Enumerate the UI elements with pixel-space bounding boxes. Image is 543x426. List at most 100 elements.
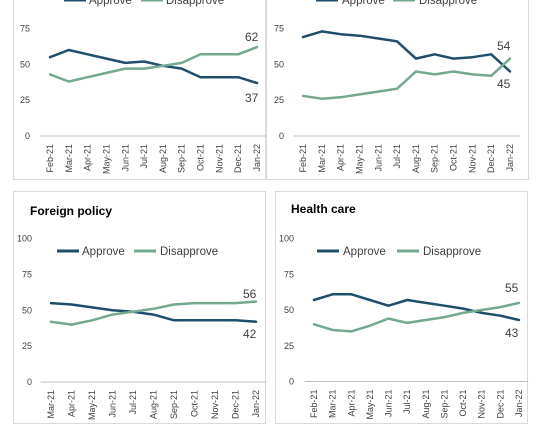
x-tick-label: Feb-21 xyxy=(45,144,55,173)
x-tick-label: Mar-21 xyxy=(317,144,327,173)
chart-panel-3: Foreign policy Approve Disapprove 0 25 50 7… xyxy=(13,191,267,424)
y-tick-label: 50 xyxy=(284,305,294,315)
y-tick-label: 50 xyxy=(20,59,30,69)
chart-panel-4: Health care Approve Disapprove 0 25 50 75 10… xyxy=(275,191,529,424)
panel-border xyxy=(266,0,529,180)
legend-approve-label: Approve xyxy=(89,0,132,7)
x-tick-label: Apr-21 xyxy=(67,390,77,417)
y-tick-label: 75 xyxy=(274,24,284,34)
chart-panel-2: Approve Disapprove 0 25 50 75 Feb-21 Mar-21 A… xyxy=(266,0,529,180)
x-tick-label: Oct-21 xyxy=(449,144,459,171)
x-axis: Feb-21 Mar-21 Apr-21 May-21 Jun-21 Jul-21 Aug-… xyxy=(304,381,529,420)
x-tick-label: Dec-21 xyxy=(233,144,243,173)
x-tick-label: Jan-22 xyxy=(252,144,262,172)
x-tick-label: Jul-21 xyxy=(392,144,402,169)
x-tick-label: May-21 xyxy=(354,144,364,174)
x-tick-label: Nov-21 xyxy=(214,144,224,173)
x-tick-label: Oct-21 xyxy=(190,390,200,417)
legend-approve-label: Approve xyxy=(82,246,125,258)
series-line-disapprove xyxy=(312,301,521,333)
legend: Approve Disapprove xyxy=(57,246,218,258)
x-tick-label: Feb-21 xyxy=(298,144,308,173)
end-label-disapprove: 55 xyxy=(505,281,519,295)
y-tick-label: 25 xyxy=(284,341,294,351)
x-tick-label: Nov-21 xyxy=(467,144,477,173)
y-tick-label: 0 xyxy=(279,131,284,141)
chart-panel-1: Approve Disapprove 0 25 50 75 Feb-21 Mar-21 A… xyxy=(13,0,267,180)
y-tick-label: 50 xyxy=(22,305,32,315)
x-tick-label: Sep-21 xyxy=(169,390,179,419)
x-tick-label: Jun-21 xyxy=(120,144,130,172)
y-tick-label: 75 xyxy=(284,269,294,279)
x-tick-label: Jun-21 xyxy=(384,390,394,418)
x-tick-label: Dec-21 xyxy=(486,144,496,173)
x-tick-label: Aug-21 xyxy=(149,390,159,419)
x-tick-label: May-21 xyxy=(365,390,375,420)
legend-disapprove-label: Disapprove xyxy=(419,0,477,7)
end-label-approve: 42 xyxy=(243,327,257,341)
legend: Approve Disapprove xyxy=(317,246,481,258)
series-line-disapprove xyxy=(301,57,512,100)
x-tick-label: Aug-21 xyxy=(411,144,421,173)
y-tick-label: 25 xyxy=(274,95,284,105)
y-tick-label: 75 xyxy=(20,24,30,34)
y-tick-label: 0 xyxy=(25,131,30,141)
x-tick-label: Jul-21 xyxy=(128,390,138,415)
x-tick-label: Nov-21 xyxy=(477,390,487,419)
x-tick-label: Nov-21 xyxy=(210,390,220,419)
legend: Approve Disapprove xyxy=(64,0,224,7)
x-tick-label: Dec-21 xyxy=(495,390,505,419)
y-axis: 0 25 50 75 100 xyxy=(17,234,32,388)
x-tick-label: May-21 xyxy=(87,390,97,420)
x-tick-label: Oct-21 xyxy=(196,144,206,171)
x-axis: Feb-21 Mar-21 Apr-21 May-21 Jun-21 Jul-21 Aug-… xyxy=(293,135,520,174)
legend-disapprove-label: Disapprove xyxy=(423,246,481,258)
chart-title: Health care xyxy=(291,202,356,216)
x-tick-label: Jul-21 xyxy=(139,144,149,169)
legend-disapprove-label: Disapprove xyxy=(166,0,224,7)
x-tick-label: Sep-21 xyxy=(439,390,449,419)
x-tick-label: Feb-21 xyxy=(309,390,319,419)
y-tick-label: 25 xyxy=(20,95,30,105)
end-label-approve: 43 xyxy=(505,326,519,340)
x-tick-label: Jun-21 xyxy=(108,390,118,418)
x-tick-label: Jul-21 xyxy=(402,390,412,415)
series-lines xyxy=(48,45,259,85)
legend: Approve Disapprove xyxy=(316,0,477,7)
x-tick-label: Jan-22 xyxy=(505,144,515,172)
x-tick-label: Jun-21 xyxy=(373,144,383,172)
end-label-disapprove: 56 xyxy=(243,287,257,301)
x-axis: Feb-21 Mar-21 Apr-21 May-21 Jun-21 Jul-21 Aug-… xyxy=(40,135,267,174)
x-tick-label: Apr-21 xyxy=(83,144,93,171)
x-tick-label: Oct-21 xyxy=(458,390,468,417)
y-tick-label: 100 xyxy=(17,234,32,244)
y-tick-label: 100 xyxy=(279,234,294,244)
x-tick-label: Jan-22 xyxy=(251,390,261,418)
x-tick-label: Mar-21 xyxy=(328,390,338,419)
x-tick-label: Mar-21 xyxy=(46,390,56,419)
y-tick-label: 50 xyxy=(274,59,284,69)
x-axis: Mar-21 Apr-21 May-21 Jun-21 Jul-21 Aug-21 Sep-… xyxy=(40,381,267,420)
x-tick-label: Aug-21 xyxy=(421,390,431,419)
y-axis: 0 25 50 75 xyxy=(274,24,284,142)
legend-disapprove-label: Disapprove xyxy=(160,246,218,258)
end-label-disapprove: 54 xyxy=(497,39,511,53)
series-line-approve xyxy=(312,293,521,322)
end-label-approve: 45 xyxy=(497,77,511,91)
panel-border xyxy=(275,191,528,424)
series-line-disapprove xyxy=(48,45,259,83)
x-tick-label: Mar-21 xyxy=(64,144,74,173)
x-tick-label: May-21 xyxy=(101,144,111,174)
y-tick-label: 0 xyxy=(289,377,294,387)
x-tick-label: Sep-21 xyxy=(430,144,440,173)
series-line-disapprove xyxy=(49,300,258,326)
panel-border xyxy=(13,191,266,424)
y-tick-label: 75 xyxy=(22,269,32,279)
y-axis: 0 25 50 75 100 xyxy=(279,234,294,387)
legend-approve-label: Approve xyxy=(342,0,385,7)
series-line-approve xyxy=(48,48,259,85)
y-axis: 0 25 50 75 xyxy=(20,24,30,142)
series-line-approve xyxy=(301,30,512,73)
x-tick-label: Apr-21 xyxy=(346,390,356,417)
